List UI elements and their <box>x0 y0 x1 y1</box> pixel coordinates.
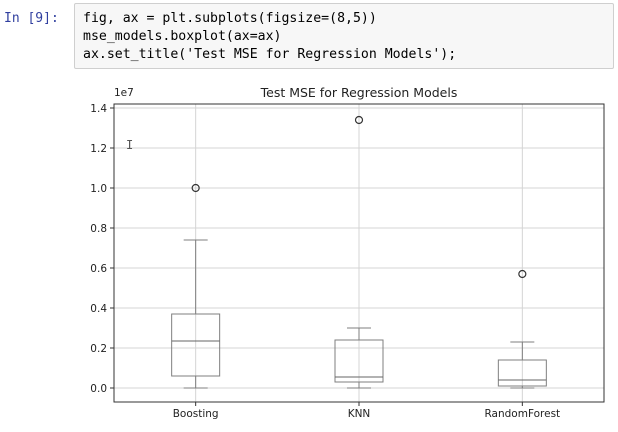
y-tick-label: 0.8 <box>90 223 107 235</box>
boxplot-chart: 0.0 0.2 0.4 0.6 0.8 1.0 1.2 1.4 Boosting KNN Rando… <box>90 85 605 420</box>
y-tick-label: 1.0 <box>90 183 107 195</box>
box-iqr <box>497 359 547 387</box>
x-tick-label: RandomForest <box>484 408 560 420</box>
y-tick-label: 0.0 <box>90 383 107 395</box>
y-tick-label: 0.4 <box>90 303 107 315</box>
axes-frame <box>113 103 605 403</box>
cell-prompt: In [9]: <box>4 11 59 26</box>
y-tick-label: 1.2 <box>90 143 107 155</box>
text-cursor-icon: I <box>126 138 134 152</box>
chart-title: Test MSE for Regression Models <box>260 85 458 100</box>
box-iqr <box>334 339 384 383</box>
code-cell-input[interactable]: fig, ax = plt.subplots(figsize=(8,5)) mse… <box>74 3 614 69</box>
box-outlier <box>518 269 527 279</box>
y-tick-label: 0.2 <box>90 343 107 355</box>
code-line-2: mse_models.boxplot(ax=ax) <box>83 29 282 44</box>
code-line-1: fig, ax = plt.subplots(figsize=(8,5)) <box>83 11 377 26</box>
x-tick-label: KNN <box>348 408 371 420</box>
cell-output: 0.0 0.2 0.4 0.6 0.8 1.0 1.2 1.4 Boosting KNN Rando… <box>74 78 614 428</box>
box-outlier <box>354 115 364 125</box>
y-tick-label: 1.4 <box>90 103 107 115</box>
y-tick-label: 0.6 <box>90 263 107 275</box>
box-outlier <box>191 183 200 193</box>
y-offset-text: 1e7 <box>114 87 134 99</box>
x-tick-label: Boosting <box>173 408 219 420</box>
box-iqr <box>171 313 221 377</box>
code-line-3: ax.set_title('Test MSE for Regression Mo… <box>83 47 457 62</box>
